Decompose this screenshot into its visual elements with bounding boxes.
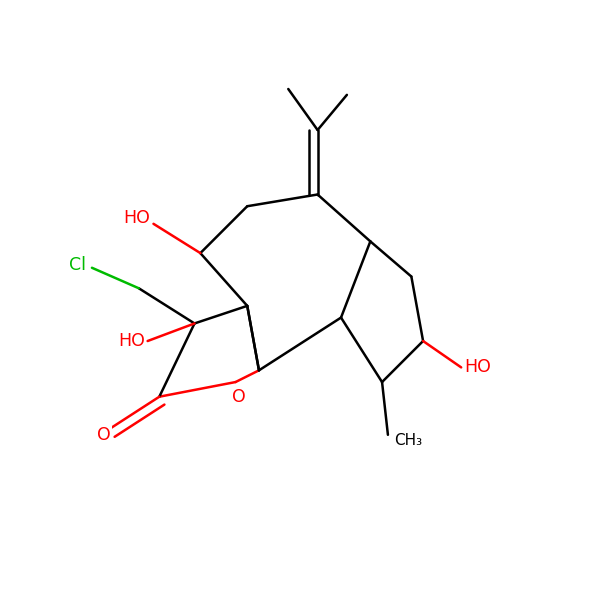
Text: Cl: Cl: [69, 256, 86, 274]
Text: HO: HO: [118, 332, 145, 350]
Text: HO: HO: [464, 358, 491, 376]
Text: O: O: [232, 388, 245, 406]
Text: CH₃: CH₃: [394, 433, 422, 448]
Text: HO: HO: [124, 209, 151, 227]
Text: O: O: [97, 426, 110, 444]
